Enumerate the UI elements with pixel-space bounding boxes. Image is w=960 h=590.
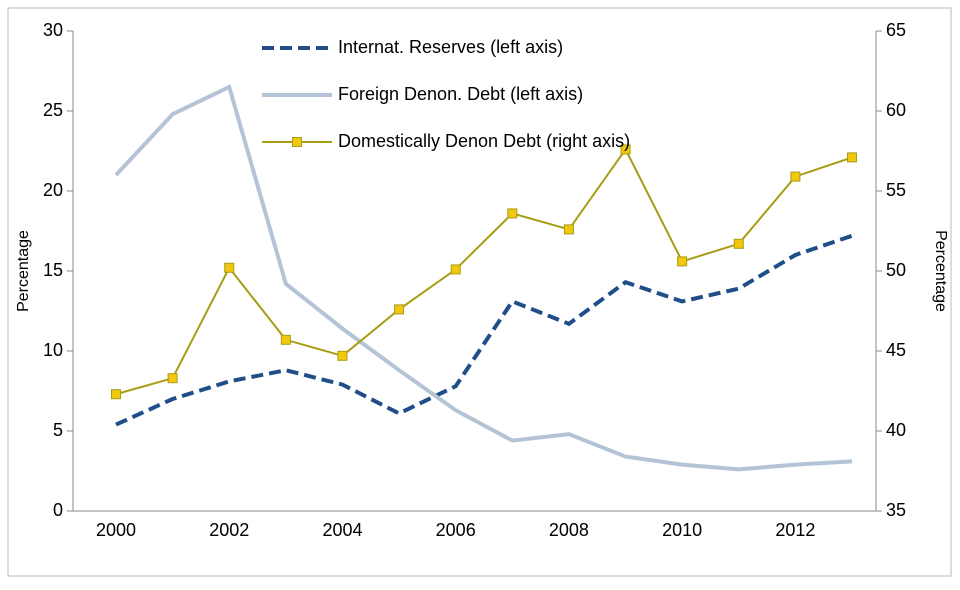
x-tick-label: 2008: [549, 520, 589, 540]
y2-tick-label: 40: [886, 420, 906, 440]
y-tick-label: 25: [43, 100, 63, 120]
y-axis-title: Percentage: [15, 230, 32, 312]
x-tick-label: 2012: [775, 520, 815, 540]
x-tick-label: 2002: [209, 520, 249, 540]
series-marker: [450, 264, 461, 275]
y-tick-label: 15: [43, 260, 63, 280]
y2-tick-label: 55: [886, 180, 906, 200]
y2-axis-title: Percentage: [932, 230, 949, 312]
y-tick-label: 30: [43, 20, 63, 40]
series-line: [114, 84, 853, 472]
y2-tick-label: 50: [886, 260, 906, 280]
y-tick-label: 10: [43, 340, 63, 360]
x-tick-label: 2004: [322, 520, 362, 540]
series-marker: [337, 350, 348, 361]
series-marker: [394, 304, 405, 315]
series-marker: [111, 389, 121, 400]
y2-tick-label: 60: [886, 100, 906, 120]
y-tick-label: 20: [43, 180, 63, 200]
series-line: [115, 233, 853, 427]
chart-frame: [7, 7, 952, 577]
y2-tick-label: 45: [886, 340, 906, 360]
legend-label: Foreign Denon. Debt (left axis): [338, 84, 583, 104]
x-tick-label: 2010: [662, 520, 702, 540]
series-marker: [224, 262, 235, 273]
x-tick-label: 2006: [436, 520, 476, 540]
y2-tick-label: 65: [886, 20, 906, 40]
x-tick-label: 2000: [96, 520, 136, 540]
y-tick-label: 0: [53, 500, 63, 520]
series-marker: [167, 373, 178, 384]
y2-tick-label: 35: [886, 500, 906, 520]
series-marker: [733, 238, 744, 249]
series-marker: [790, 171, 801, 182]
series-marker: [280, 334, 291, 345]
y-tick-label: 5: [53, 420, 63, 440]
series-marker: [677, 256, 688, 267]
series-marker: [563, 224, 574, 235]
legend-label: Domestically Denon Debt (right axis): [338, 131, 630, 151]
series-marker: [507, 208, 518, 219]
legend-label: Internat. Reserves (left axis): [338, 37, 563, 57]
legend-marker: [292, 137, 302, 147]
series-marker: [620, 144, 631, 155]
series-marker: [847, 152, 857, 163]
series-line: [115, 147, 853, 396]
